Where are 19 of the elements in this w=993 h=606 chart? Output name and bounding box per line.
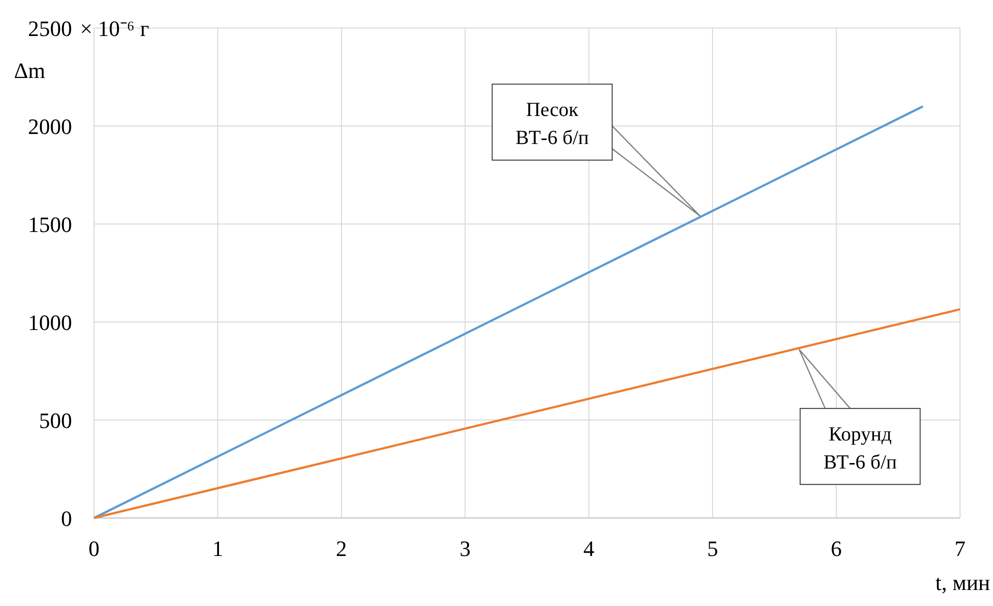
x-tick-label: 5 bbox=[707, 536, 718, 561]
x-axis-title: t, мин bbox=[935, 570, 990, 595]
y-tick-label: 1500 bbox=[28, 212, 72, 237]
x-tick-label: 4 bbox=[583, 536, 594, 561]
x-tick-label: 6 bbox=[830, 536, 842, 561]
y-tick-label: 1000 bbox=[28, 310, 72, 335]
y-tick-label: 0 bbox=[61, 506, 72, 531]
annotation: × 10⁻⁶ г bbox=[80, 16, 150, 41]
y-tick-label: 500 bbox=[39, 408, 72, 433]
y-tick-label: 2500 bbox=[28, 16, 72, 41]
y-tick-label: 2000 bbox=[28, 114, 72, 139]
annotation: Корунд ВТ-6 б/п bbox=[823, 423, 898, 474]
y-axis-title: Δm bbox=[14, 58, 46, 83]
annotation: Песок ВТ-6 б/п bbox=[516, 99, 590, 150]
x-tick-label: 7 bbox=[954, 536, 966, 561]
x-tick-label: 2 bbox=[336, 536, 347, 561]
x-tick-label: 1 bbox=[212, 536, 224, 561]
x-tick-label: 0 bbox=[88, 536, 100, 561]
x-tick-label: 3 bbox=[460, 536, 471, 561]
